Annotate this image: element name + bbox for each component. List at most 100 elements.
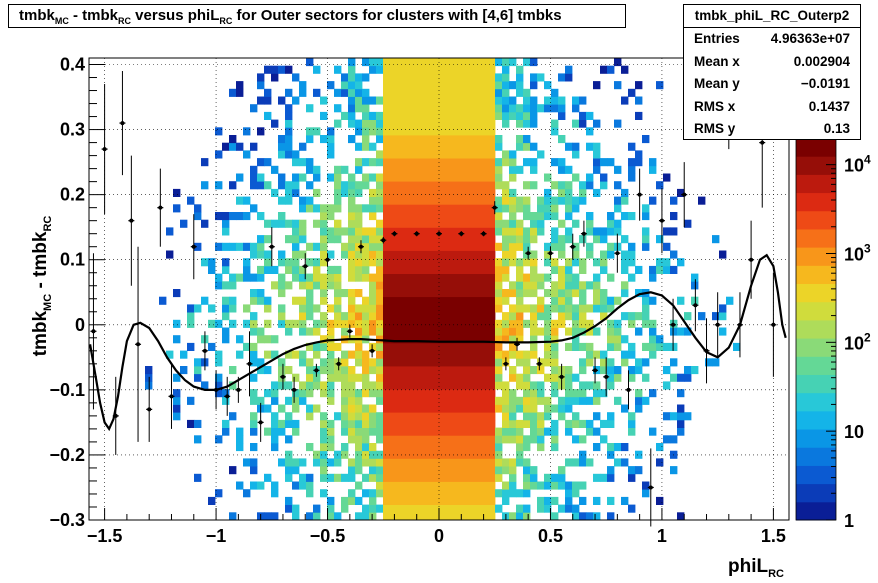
heatmap-cell: [488, 119, 496, 128]
heatmap-cell: [425, 412, 433, 421]
heatmap-cell: [180, 350, 188, 359]
heatmap-cell: [285, 181, 293, 190]
heatmap-cell: [369, 443, 377, 452]
heatmap-cell: [481, 419, 489, 428]
heatmap-cell: [362, 265, 370, 274]
heatmap-cell: [481, 435, 489, 444]
heatmap-cell: [390, 373, 398, 382]
heatmap-cell: [376, 481, 384, 490]
heatmap-cell: [313, 127, 321, 136]
heatmap-cell: [621, 96, 629, 105]
heatmap-cell: [257, 289, 265, 298]
heatmap-cell: [481, 242, 489, 251]
heatmap-cell: [404, 381, 412, 390]
heatmap-cell: [586, 327, 594, 336]
heatmap-cell: [229, 366, 237, 375]
heatmap-cell: [376, 427, 384, 436]
heatmap-cell: [404, 242, 412, 251]
heatmap-cell: [698, 196, 706, 205]
heatmap-cell: [481, 119, 489, 128]
heatmap-cell: [215, 181, 223, 190]
heatmap-cell: [278, 135, 286, 144]
heatmap-cell: [397, 366, 405, 375]
heatmap-cell: [432, 65, 440, 74]
heatmap-cell: [523, 504, 531, 513]
heatmap-cell: [446, 458, 454, 467]
heatmap-cell: [425, 342, 433, 351]
heatmap-cell: [502, 435, 510, 444]
heatmap-cell: [404, 150, 412, 159]
heatmap-cell: [530, 73, 538, 82]
heatmap-cell: [537, 227, 545, 236]
profile-point: [413, 231, 420, 237]
heatmap-cell: [481, 404, 489, 413]
heatmap-cell: [488, 111, 496, 120]
x-tick-label: 1.5: [761, 526, 786, 546]
heatmap-cell: [222, 427, 230, 436]
heatmap-cell: [425, 304, 433, 313]
heatmap-cell: [516, 88, 524, 97]
heatmap-cell: [467, 335, 475, 344]
profile-point: [569, 233, 576, 260]
heatmap-cell: [348, 304, 356, 313]
heatmap-cell: [264, 296, 272, 305]
heatmap-cell: [600, 366, 608, 375]
heatmap-cell: [474, 427, 482, 436]
heatmap-cell: [558, 242, 566, 251]
heatmap-cell: [425, 173, 433, 182]
heatmap-cell: [320, 273, 328, 282]
heatmap-cell: [292, 404, 300, 413]
heatmap-cell: [628, 350, 636, 359]
profile-point: [291, 376, 298, 403]
heatmap-cell: [271, 381, 279, 390]
heatmap-cell: [488, 427, 496, 436]
heatmap-cell: [649, 196, 657, 205]
heatmap-cell: [264, 473, 272, 482]
heatmap-cell: [348, 466, 356, 475]
heatmap-cell: [495, 304, 503, 313]
heatmap-cell: [565, 165, 573, 174]
heatmap-cell: [593, 381, 601, 390]
heatmap-cell: [565, 188, 573, 197]
heatmap-cell: [271, 335, 279, 344]
heatmap-cell: [474, 489, 482, 498]
heatmap-cell: [376, 135, 384, 144]
heatmap-cell: [390, 381, 398, 390]
heatmap-cell: [173, 319, 181, 328]
heatmap-cell: [516, 119, 524, 128]
heatmap-cell: [292, 235, 300, 244]
heatmap-cell: [579, 111, 587, 120]
heatmap-cell: [390, 466, 398, 475]
heatmap-cell: [376, 289, 384, 298]
heatmap-cell: [411, 204, 419, 213]
heatmap-cell: [481, 135, 489, 144]
heatmap-cell: [285, 319, 293, 328]
heatmap-cell: [383, 188, 391, 197]
heatmap-cell: [572, 412, 580, 421]
heatmap-cell: [446, 466, 454, 475]
heatmap-cell: [348, 435, 356, 444]
heatmap-cell: [502, 396, 510, 405]
heatmap-cell: [418, 381, 426, 390]
heatmap-cell: [628, 88, 636, 97]
heatmap-cell: [397, 419, 405, 428]
heatmap-cell: [481, 396, 489, 405]
heatmap-cell: [467, 381, 475, 390]
heatmap-cell: [558, 158, 566, 167]
heatmap-cell: [495, 219, 503, 228]
heatmap-cell: [593, 304, 601, 313]
heatmap-cell: [355, 81, 363, 90]
x-axis-label-subscript: RC: [768, 568, 784, 578]
heatmap-cell: [397, 304, 405, 313]
heatmap-cell: [474, 165, 482, 174]
heatmap-cell: [474, 404, 482, 413]
heatmap-cell: [446, 289, 454, 298]
y-tick-label: 0.2: [60, 185, 85, 205]
heatmap-cell: [404, 450, 412, 459]
heatmap-cell: [404, 165, 412, 174]
heatmap-cell: [292, 181, 300, 190]
heatmap-cell: [397, 111, 405, 120]
heatmap-cell: [278, 196, 286, 205]
heatmap-cell: [670, 342, 678, 351]
heatmap-cell: [432, 435, 440, 444]
